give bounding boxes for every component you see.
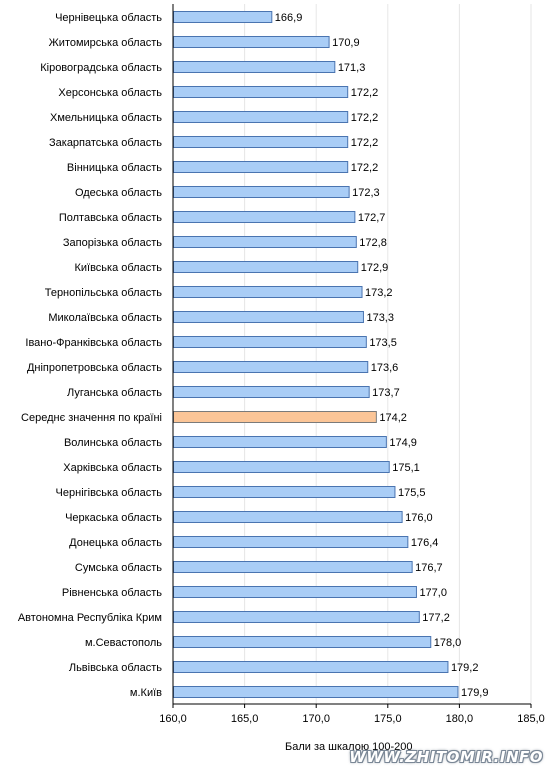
bars — [173, 11, 459, 698]
bar — [173, 111, 349, 123]
value-label: 173,3 — [366, 312, 394, 324]
bar — [173, 236, 357, 248]
value-labels: 166,9 170,9 171,3 172,2 172,2 172,2 172,2 172,3… — [275, 12, 489, 699]
bar — [173, 686, 459, 698]
bar — [173, 386, 370, 398]
bar — [173, 311, 364, 323]
category-label: Автономна Республіка Крим — [18, 612, 162, 624]
value-label: 177,2 — [422, 612, 450, 624]
value-label: 175,1 — [392, 462, 420, 474]
value-label: 176,4 — [411, 537, 439, 549]
category-label: Чернігівська область — [56, 487, 163, 499]
bar — [173, 511, 403, 523]
value-label: 172,9 — [361, 262, 389, 274]
value-label: 170,9 — [332, 37, 360, 49]
value-label: 172,7 — [358, 212, 386, 224]
category-label: Дніпропетровська область — [27, 362, 162, 374]
value-label: 174,2 — [379, 412, 407, 424]
value-label: 172,2 — [351, 137, 379, 149]
x-axis: 160,0 165,0 170,0 175,0 180,0 185,0 — [159, 4, 545, 725]
bar — [173, 561, 413, 573]
category-label: Київська область — [74, 262, 162, 274]
value-label: 172,3 — [352, 187, 380, 199]
bar — [173, 136, 349, 148]
x-tick-label: 185,0 — [517, 713, 545, 725]
value-label: 179,2 — [451, 662, 479, 674]
value-label: 172,2 — [351, 162, 379, 174]
bar — [173, 286, 363, 298]
bar — [173, 661, 449, 673]
value-label: 173,5 — [369, 337, 397, 349]
bar — [173, 436, 387, 448]
value-label: 166,9 — [275, 12, 303, 24]
bar-average — [173, 411, 377, 423]
bar — [173, 611, 420, 623]
category-label: Миколаївська область — [48, 312, 162, 324]
category-label: Львівська область — [69, 662, 162, 674]
x-axis-title: Бали за шкалою 100-200 — [285, 741, 413, 753]
bar — [173, 211, 356, 223]
value-label: 177,0 — [419, 587, 447, 599]
bar — [173, 536, 409, 548]
value-label: 176,7 — [415, 562, 443, 574]
category-labels: Чернівецька область Житомирська область Кі… — [18, 12, 162, 699]
category-label: Одеська область — [75, 187, 162, 199]
x-tick-label: 165,0 — [231, 713, 259, 725]
value-label: 175,5 — [398, 487, 426, 499]
x-tick-label: 160,0 — [159, 713, 187, 725]
bar — [173, 486, 396, 498]
bar — [173, 636, 432, 648]
value-label: 176,0 — [405, 512, 433, 524]
bar — [173, 586, 417, 598]
category-label: Рівненська область — [62, 587, 162, 599]
value-label: 172,2 — [351, 87, 379, 99]
x-tick-label: 170,0 — [302, 713, 330, 725]
category-label: Черкаська область — [65, 512, 162, 524]
bar — [173, 36, 330, 48]
category-label: Сумська область — [75, 562, 162, 574]
category-label: Донецька область — [69, 537, 162, 549]
category-label: Чернівецька область — [55, 12, 162, 24]
bar — [173, 161, 349, 173]
value-label: 173,2 — [365, 287, 393, 299]
bar — [173, 11, 273, 23]
category-label: Вінницька область — [67, 162, 162, 174]
category-label: Середнє значення по країні — [21, 412, 162, 424]
bar — [173, 186, 350, 198]
category-label: Полтавська область — [59, 212, 162, 224]
bar — [173, 86, 349, 98]
bar — [173, 61, 336, 73]
bar — [173, 361, 369, 373]
value-label: 172,8 — [359, 237, 387, 249]
value-label: 173,6 — [371, 362, 399, 374]
category-label: Тернопільська область — [45, 287, 163, 299]
category-label: Луганська область — [67, 387, 162, 399]
category-label: Харківська область — [63, 462, 162, 474]
x-tick-label: 175,0 — [374, 713, 402, 725]
category-label: Закарпатська область — [49, 137, 162, 149]
category-label: Івано-Франківська область — [25, 337, 162, 349]
category-label: Житомирська область — [49, 37, 163, 49]
category-label: Волинська область — [64, 437, 162, 449]
category-label: Запорізька область — [63, 237, 162, 249]
bar — [173, 461, 390, 473]
category-label: м.Київ — [130, 687, 162, 699]
value-label: 174,9 — [389, 437, 417, 449]
category-label: Кіровоградська область — [40, 62, 162, 74]
category-label: м.Севастополь — [85, 637, 162, 649]
value-label: 172,2 — [351, 112, 379, 124]
value-label: 173,7 — [372, 387, 400, 399]
category-label: Хмельницька область — [50, 112, 162, 124]
gridlines — [244, 4, 532, 704]
bar — [173, 261, 359, 273]
x-tick-label: 180,0 — [446, 713, 474, 725]
bar — [173, 336, 367, 348]
value-label: 179,9 — [461, 687, 489, 699]
category-label: Херсонська область — [58, 87, 162, 99]
value-label: 171,3 — [338, 62, 366, 74]
value-label: 178,0 — [434, 637, 462, 649]
watermark: WWW.ZHITOMIR.INFO — [349, 748, 543, 766]
